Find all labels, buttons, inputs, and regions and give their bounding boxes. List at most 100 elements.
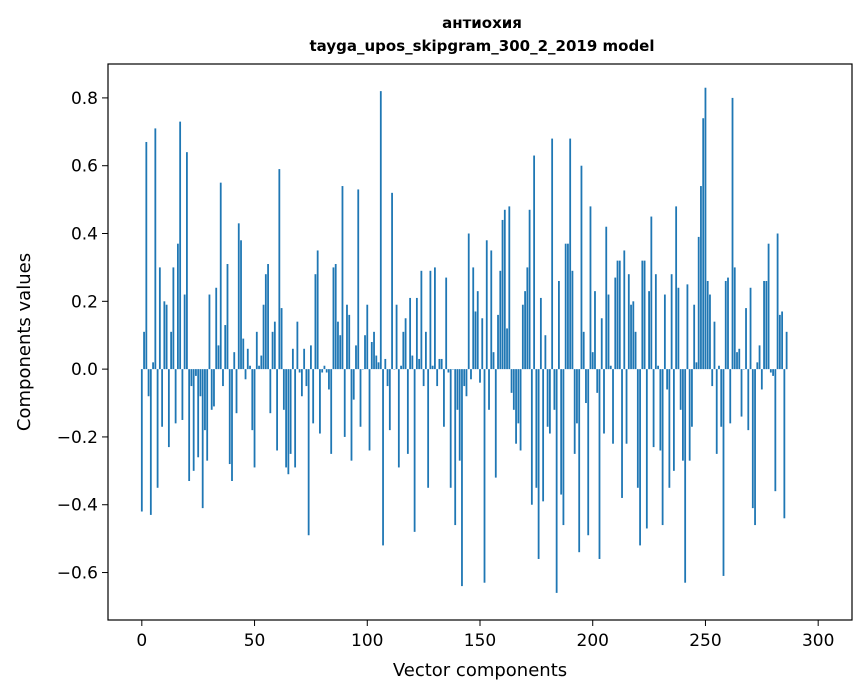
bar: [458, 369, 461, 461]
bar: [551, 138, 554, 370]
bar: [582, 331, 585, 370]
x-tick-label: 300: [802, 631, 834, 651]
bar: [580, 165, 583, 370]
bar: [751, 369, 754, 509]
bar: [745, 308, 747, 370]
bar: [616, 260, 619, 370]
bar: [591, 352, 594, 370]
bar: [249, 365, 251, 370]
bar: [208, 294, 211, 370]
bar: [373, 331, 375, 370]
bar: [501, 219, 504, 370]
bar: [305, 369, 308, 387]
bar: [537, 369, 540, 559]
bar: [679, 369, 682, 410]
bar: [228, 369, 231, 465]
bar: [587, 369, 590, 536]
bar: [341, 186, 344, 370]
y-tick-label: 0.4: [71, 225, 98, 245]
bar: [594, 291, 596, 370]
bar: [702, 118, 705, 370]
bar: [675, 206, 678, 370]
bar: [300, 369, 303, 397]
bar: [650, 216, 653, 370]
bar: [727, 277, 729, 370]
bar: [424, 331, 427, 370]
bar: [355, 345, 357, 370]
bar: [431, 365, 434, 370]
bar: [621, 369, 623, 498]
bar: [576, 369, 578, 424]
bar: [776, 233, 779, 370]
bar: [267, 264, 269, 370]
bar: [607, 294, 610, 370]
bar: [585, 369, 587, 404]
bar: [413, 369, 416, 532]
bar: [260, 355, 263, 370]
bar: [156, 369, 159, 488]
bar: [434, 267, 436, 370]
bar: [397, 369, 400, 468]
bar: [303, 348, 306, 370]
bar: [492, 352, 495, 370]
bar: [603, 369, 605, 434]
bar: [657, 365, 660, 370]
bar: [456, 369, 459, 410]
bar: [339, 335, 342, 370]
bar: [258, 365, 260, 370]
bar: [269, 369, 272, 414]
bar: [558, 280, 560, 370]
bar: [314, 274, 317, 370]
bar: [539, 297, 542, 370]
y-axis-label: Components values: [14, 253, 35, 431]
bar: [695, 362, 698, 370]
bar: [630, 304, 632, 370]
bar: [352, 369, 355, 400]
bar: [535, 369, 538, 488]
bar: [402, 331, 405, 370]
bar: [332, 267, 335, 370]
bar: [219, 182, 222, 370]
bar: [231, 369, 233, 481]
bar: [781, 311, 784, 370]
bar: [598, 369, 601, 559]
bar: [298, 369, 301, 373]
bar: [697, 236, 700, 370]
bar: [190, 369, 193, 387]
bar: [348, 314, 351, 370]
bar: [427, 369, 430, 488]
bar: [555, 369, 558, 593]
bar: [343, 369, 346, 437]
chart-title: антиохия: [442, 14, 522, 32]
bar: [449, 369, 452, 488]
bar: [328, 369, 330, 390]
bar: [316, 250, 319, 370]
bar: [600, 318, 603, 370]
y-tick-label: −0.4: [57, 496, 98, 516]
bar: [515, 369, 517, 444]
x-axis-ticks: 0 50 100 150 200 250 300: [136, 620, 834, 651]
bar: [754, 369, 756, 526]
bar: [226, 264, 229, 370]
bar: [461, 369, 463, 587]
bar: [763, 280, 765, 370]
bar: [201, 369, 204, 509]
bar: [774, 369, 777, 492]
bar: [709, 294, 711, 370]
bar: [443, 369, 445, 427]
bar: [530, 369, 533, 505]
bar: [609, 365, 612, 370]
bar: [503, 209, 506, 370]
bar: [310, 345, 312, 370]
bar: [273, 321, 276, 370]
bar: [167, 369, 170, 448]
bar: [206, 369, 209, 461]
bar: [756, 362, 759, 370]
bar: [488, 369, 490, 410]
bar: [346, 304, 348, 370]
bar: [643, 260, 646, 370]
bar: [350, 369, 353, 461]
bar: [285, 369, 288, 468]
bar: [233, 352, 236, 370]
bar: [289, 369, 292, 454]
